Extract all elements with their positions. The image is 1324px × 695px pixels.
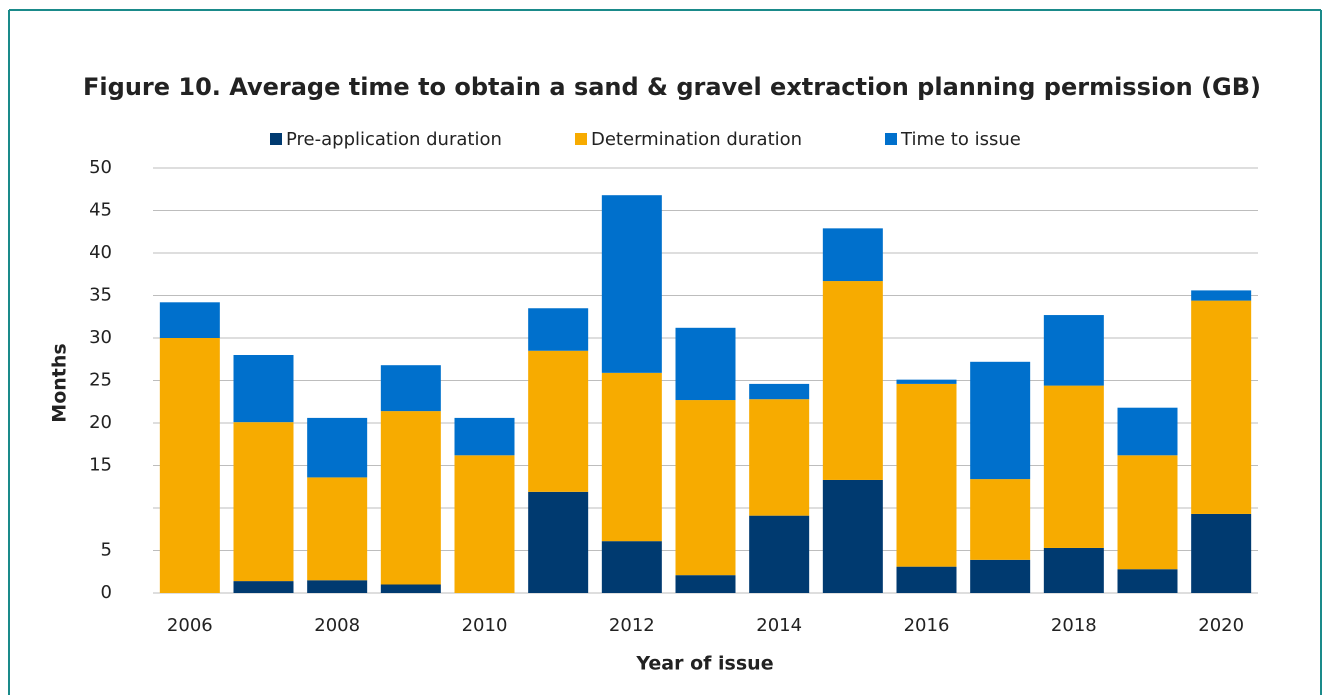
bar-segment	[749, 399, 810, 516]
bar-segment	[970, 559, 1031, 593]
x-tick-label: 2010	[462, 615, 508, 636]
bar-segment	[822, 228, 883, 282]
bar-segment	[1117, 455, 1178, 570]
bar-segment	[1191, 290, 1252, 301]
bar-segment	[454, 455, 515, 593]
bar-segment	[601, 195, 662, 373]
bar-segment	[528, 491, 589, 593]
bar-segment	[970, 479, 1031, 560]
y-tick-label: 15	[89, 455, 112, 476]
legend-swatch	[885, 133, 897, 145]
y-tick-label: 25	[89, 370, 112, 391]
bar-segment	[896, 379, 957, 384]
bar-segment	[896, 383, 957, 567]
legend-swatch	[270, 133, 282, 145]
y-tick-label: 30	[89, 327, 112, 348]
bar-segment	[822, 281, 883, 480]
bar-segment	[749, 383, 810, 400]
bar-segment	[1117, 407, 1178, 456]
bar-segment	[749, 515, 810, 593]
bar-segment	[1117, 569, 1178, 593]
bar-segment	[528, 308, 589, 351]
legend-swatch	[575, 133, 587, 145]
bar-segment	[675, 400, 736, 576]
x-tick-label: 2016	[904, 615, 950, 636]
x-tick-label: 2018	[1051, 615, 1097, 636]
bar-segment	[233, 581, 294, 593]
bar-segment	[307, 580, 368, 593]
legend-label: Pre-application duration	[286, 129, 502, 150]
bar-segment	[970, 361, 1031, 480]
bar-segment	[1191, 300, 1252, 514]
bar-segment	[675, 575, 736, 593]
legend-label: Determination duration	[591, 129, 802, 150]
bar-segment	[601, 541, 662, 593]
bar-segment	[380, 411, 441, 585]
bar-segment	[896, 566, 957, 593]
y-tick-label: 40	[89, 242, 112, 263]
bar-segment	[1043, 385, 1104, 548]
bar-segment	[822, 479, 883, 593]
bar-segment	[233, 355, 294, 423]
bar-segment	[159, 338, 220, 593]
legend-label: Time to issue	[900, 129, 1021, 150]
y-tick-label: 5	[101, 540, 112, 561]
bar-segment	[307, 417, 368, 478]
bar-segment	[307, 477, 368, 581]
x-tick-label: 2012	[609, 615, 655, 636]
y-tick-label: 45	[89, 200, 112, 221]
chart-title: Figure 10. Average time to obtain a sand…	[83, 73, 1261, 101]
bar-segment	[159, 302, 220, 338]
bar-segment	[380, 584, 441, 593]
y-tick-label: 50	[89, 157, 112, 178]
bar-segment	[1043, 547, 1104, 593]
y-tick-label: 35	[89, 285, 112, 306]
bar-segment	[380, 365, 441, 412]
bar-segment	[1191, 513, 1252, 593]
bar-segment	[601, 372, 662, 542]
bar-segment	[528, 350, 589, 492]
x-tick-label: 2006	[167, 615, 213, 636]
y-tick-label: 20	[89, 412, 112, 433]
x-tick-label: 2008	[314, 615, 360, 636]
bar-segment	[1043, 315, 1104, 386]
bar-segment	[233, 422, 294, 582]
bar-segment	[675, 327, 736, 401]
y-tick-label: 0	[101, 582, 112, 603]
x-tick-label: 2014	[756, 615, 802, 636]
y-axis-label: Months	[49, 343, 71, 422]
x-tick-label: 2020	[1198, 615, 1244, 636]
x-axis-label: Year of issue	[635, 653, 773, 675]
bar-segment	[454, 417, 515, 456]
